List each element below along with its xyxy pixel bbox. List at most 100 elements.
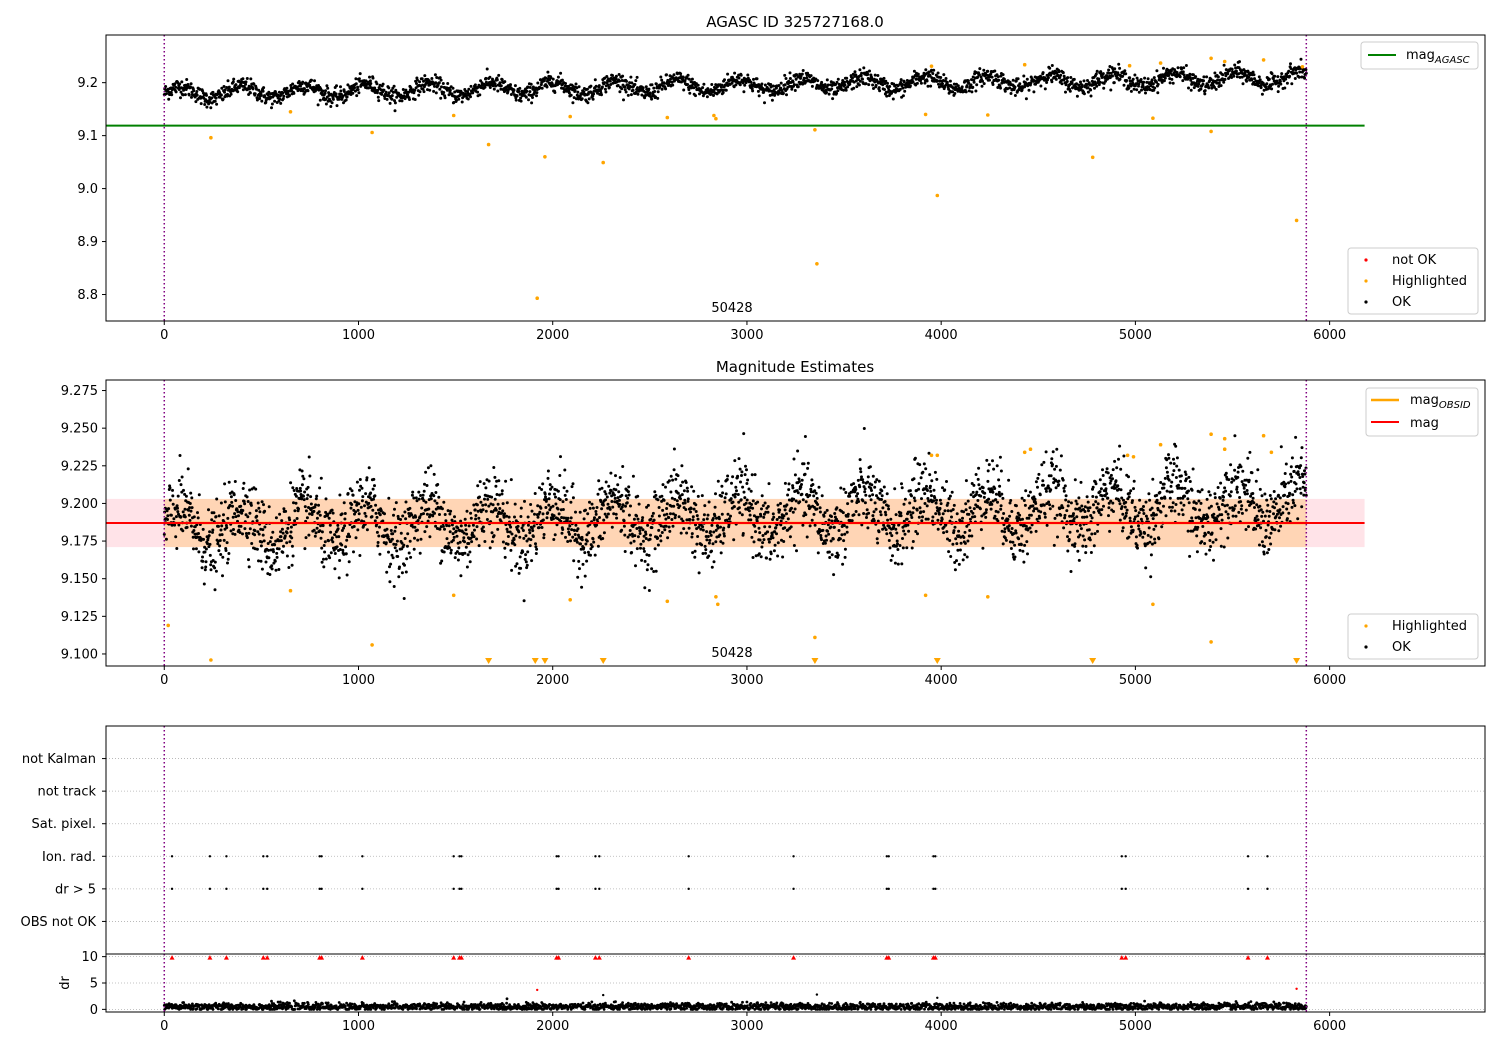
ok-point xyxy=(930,494,933,498)
ok-point xyxy=(629,75,633,79)
ok-point xyxy=(437,495,441,499)
ok-point xyxy=(255,519,259,523)
ok-point xyxy=(484,509,488,513)
highlighted-point xyxy=(486,142,491,147)
ok-point xyxy=(752,540,756,544)
ok-point xyxy=(1182,73,1186,77)
ok-point xyxy=(312,528,316,532)
ok-point xyxy=(591,537,595,541)
ok-point xyxy=(681,75,685,79)
ok-point xyxy=(344,552,348,556)
ok-point xyxy=(707,500,711,504)
ok-point xyxy=(571,496,575,500)
ok-point xyxy=(804,500,808,504)
ok-point xyxy=(903,89,907,93)
ok-point xyxy=(867,511,871,515)
ok-point xyxy=(990,75,994,79)
ok-point xyxy=(392,84,396,88)
ok-point xyxy=(398,99,402,103)
ok-point xyxy=(295,517,299,520)
ok-point xyxy=(509,548,513,552)
ok-point xyxy=(720,494,723,498)
ok-point xyxy=(889,558,893,562)
ok-point xyxy=(518,535,522,539)
ok-point xyxy=(694,85,698,89)
ok-point xyxy=(731,475,735,479)
ok-point xyxy=(650,567,654,571)
ok-point xyxy=(972,507,976,511)
ok-point xyxy=(1162,66,1165,70)
ok-point xyxy=(907,82,911,86)
panel1-data xyxy=(106,35,1365,321)
ok-point xyxy=(390,97,394,101)
ok-point xyxy=(433,499,437,503)
ok-point xyxy=(257,506,261,510)
ok-point xyxy=(1111,70,1115,74)
ok-point xyxy=(504,479,508,483)
ok-point xyxy=(654,493,658,497)
ok-point xyxy=(352,550,355,554)
ok-point xyxy=(363,504,366,508)
ok-point xyxy=(873,485,877,489)
ok-point xyxy=(428,88,432,92)
ok-point xyxy=(314,497,318,501)
ok-point xyxy=(982,495,986,499)
ok-point xyxy=(763,525,767,529)
ok-point xyxy=(474,514,478,517)
ok-point xyxy=(618,503,622,506)
ok-point xyxy=(645,505,649,509)
ok-point xyxy=(515,562,519,566)
ok-point xyxy=(636,535,640,539)
ok-point xyxy=(716,479,720,483)
ok-point xyxy=(313,534,317,538)
ok-point xyxy=(389,562,393,566)
ok-point xyxy=(498,507,502,510)
ok-point xyxy=(330,508,334,512)
ok-point xyxy=(671,478,675,482)
ok-point xyxy=(690,535,694,539)
ok-point xyxy=(181,93,185,97)
ok-point xyxy=(302,87,306,91)
ok-point xyxy=(937,512,941,516)
ok-point xyxy=(534,552,538,555)
ok-point xyxy=(232,88,236,92)
ok-point xyxy=(426,466,430,470)
panel1-legend-lines[interactable]: magAGASC xyxy=(1360,41,1479,70)
ok-point xyxy=(590,502,594,506)
ok-point xyxy=(571,482,575,486)
ok-point xyxy=(405,544,409,548)
ok-point xyxy=(1068,89,1072,93)
ok-point xyxy=(967,81,971,85)
ok-point xyxy=(749,518,753,522)
ok-point xyxy=(1046,76,1050,80)
ok-point xyxy=(690,532,694,536)
ok-point xyxy=(524,553,528,557)
ok-point xyxy=(931,519,934,523)
ok-point xyxy=(744,501,748,505)
ok-point xyxy=(247,531,251,535)
ok-point xyxy=(878,510,882,514)
ok-point xyxy=(891,554,894,558)
ok-point xyxy=(845,76,849,80)
ok-point xyxy=(683,79,687,83)
ok-point xyxy=(501,502,505,506)
ok-point xyxy=(630,551,634,554)
ok-point xyxy=(1182,66,1186,70)
ok-point xyxy=(551,504,555,508)
panel1-legend-scatter[interactable]: not OK Highlighted OK xyxy=(1347,247,1479,315)
ok-point xyxy=(831,537,835,541)
highlighted-point xyxy=(665,115,670,120)
ok-point xyxy=(1199,87,1203,91)
ok-point xyxy=(854,510,858,513)
ok-point xyxy=(1226,72,1230,76)
ok-point xyxy=(1213,85,1216,89)
ok-point xyxy=(300,469,304,473)
ok-point xyxy=(835,80,839,84)
ok-point xyxy=(336,527,340,531)
ok-point xyxy=(211,90,215,94)
ok-point xyxy=(1075,82,1078,86)
ok-point xyxy=(1016,77,1020,81)
ok-point xyxy=(871,474,875,478)
ok-point xyxy=(183,93,187,97)
ok-point xyxy=(687,77,691,81)
